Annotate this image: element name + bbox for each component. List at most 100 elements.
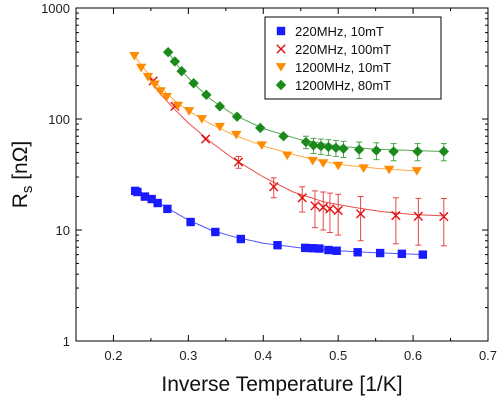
- marker-stroke: [355, 209, 366, 219]
- data-point: [129, 52, 140, 61]
- error-bar: [357, 196, 364, 242]
- data-point: [233, 157, 244, 167]
- legend-label: 1200MHz, 10mT: [295, 60, 391, 75]
- data-point: [255, 122, 266, 134]
- data-point: [333, 205, 343, 216]
- marker-stroke: [297, 193, 307, 203]
- marker-stroke: [200, 134, 211, 144]
- data-point: [196, 115, 208, 124]
- error-bar: [440, 198, 447, 247]
- data-point: [236, 234, 245, 244]
- y-axis-title: Rs [nΩ]: [9, 141, 36, 209]
- marker-stroke: [413, 211, 424, 221]
- data-point: [412, 146, 423, 157]
- x-tick-label: 0.7: [479, 348, 497, 363]
- data-point: [301, 243, 310, 253]
- error-bar: [311, 190, 318, 229]
- data-point: [332, 161, 344, 171]
- data-point: [439, 211, 449, 222]
- error-bar: [270, 177, 277, 199]
- data-point: [315, 140, 327, 152]
- y-axis-title-main: R: [9, 193, 32, 208]
- data-markers: [129, 46, 450, 259]
- data-point: [438, 146, 450, 157]
- data-point: [201, 89, 212, 101]
- y-tick-label: 100: [48, 112, 70, 127]
- data-point: [176, 65, 187, 77]
- data-point: [231, 111, 243, 122]
- plot-frame: [75, 7, 489, 342]
- data-point: [371, 145, 382, 156]
- data-point: [300, 136, 312, 148]
- marker-stroke: [276, 44, 286, 54]
- data-point: [162, 46, 174, 58]
- x-tick-label: 0.5: [329, 348, 347, 363]
- data-point: [325, 204, 335, 214]
- data-point: [324, 245, 333, 255]
- data-point: [307, 156, 318, 166]
- data-point: [338, 143, 349, 154]
- marker-stroke: [333, 205, 343, 216]
- data-point: [353, 144, 365, 155]
- y-tick-label: 1000: [41, 1, 70, 16]
- data-point: [149, 80, 160, 90]
- data-point: [388, 146, 399, 157]
- y-tick-label: 1: [63, 334, 70, 349]
- data-point: [269, 182, 279, 192]
- data-point: [161, 93, 172, 102]
- data-point: [256, 141, 267, 150]
- error-bar: [320, 191, 327, 231]
- data-point: [332, 246, 341, 255]
- data-point: [214, 122, 226, 132]
- y-axis-title-unit: [nΩ]: [9, 141, 32, 186]
- legend: 220MHz, 10mT 220MHz, 100mT 1200MHz, 10mT 12…: [264, 16, 442, 100]
- data-point: [355, 209, 366, 219]
- data-point: [310, 201, 320, 211]
- data-point: [358, 164, 369, 173]
- data-point: [397, 249, 407, 259]
- data-point: [308, 140, 319, 151]
- marker-stroke: [233, 157, 244, 167]
- legend-marker: [276, 44, 286, 54]
- legend-label: 1200MHz, 80mT: [295, 78, 391, 93]
- x-axis-title: Inverse Temperature [1/K]: [161, 373, 402, 396]
- axis-tick-labels: 0.2 0.3 0.4 0.5 0.6 0.7 1 10 100 1000: [41, 1, 497, 363]
- data-point: [413, 211, 424, 221]
- marker-stroke: [269, 182, 279, 192]
- legend-marker: [275, 63, 287, 72]
- data-point: [140, 192, 150, 201]
- x-tick-label: 0.3: [179, 348, 197, 363]
- data-point: [200, 134, 211, 144]
- data-point: [133, 187, 142, 197]
- data-point: [172, 101, 184, 111]
- axis-ticks: [75, 7, 489, 342]
- x-tick-label: 0.4: [254, 348, 272, 363]
- error-bar: [299, 186, 306, 213]
- data-point: [135, 63, 147, 73]
- legend-marker: [275, 79, 287, 91]
- data-point: [211, 227, 220, 237]
- data-point: [308, 244, 317, 253]
- data-point: [188, 78, 199, 89]
- data-point: [186, 217, 195, 227]
- data-point: [278, 130, 289, 142]
- error-bar: [335, 193, 342, 236]
- data-point: [418, 250, 428, 259]
- data-point: [147, 194, 156, 204]
- marker-stroke: [391, 210, 401, 221]
- marker-stroke: [439, 211, 449, 222]
- data-point: [282, 151, 293, 161]
- error-bar: [415, 197, 422, 246]
- data-point: [231, 130, 242, 140]
- error-bar: [392, 197, 399, 245]
- data-point: [169, 56, 181, 67]
- data-point: [153, 198, 162, 208]
- data-point: [383, 165, 395, 175]
- y-axis-title-sub: s: [19, 186, 36, 194]
- legend-label: 220MHz, 100mT: [295, 42, 391, 57]
- legend-marker: [276, 26, 286, 36]
- data-point: [375, 248, 385, 258]
- data-point: [142, 72, 154, 82]
- marker-stroke: [325, 204, 335, 214]
